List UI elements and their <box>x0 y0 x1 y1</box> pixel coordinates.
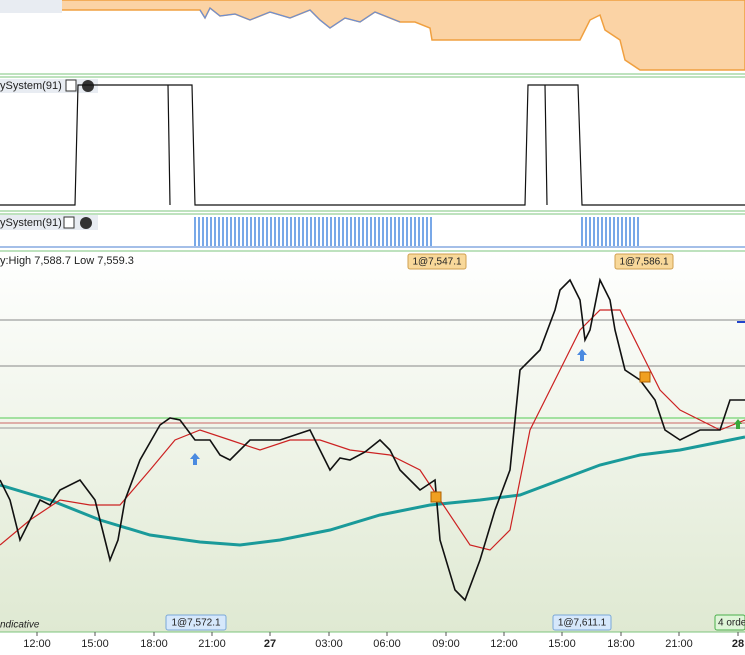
arrow[interactable] <box>734 419 742 429</box>
time-label: 18:00 <box>140 638 168 650</box>
time-label: 12:00 <box>490 638 518 650</box>
close-button[interactable] <box>82 80 94 92</box>
time-label: 18:00 <box>607 638 635 650</box>
order-label: 1@7,547.1 <box>412 257 462 268</box>
signal-line <box>0 84 745 206</box>
footer-note: ndicative <box>0 620 40 631</box>
time-label: 28 <box>732 638 744 650</box>
price-line <box>0 277 745 602</box>
time-label: 12:00 <box>23 638 51 650</box>
order-tag[interactable] <box>614 253 674 270</box>
order-marker[interactable] <box>639 371 651 383</box>
order-label: 1@7,586.1 <box>619 257 669 268</box>
order-tag[interactable] <box>552 614 612 631</box>
buy-arrow[interactable] <box>577 349 587 361</box>
time-label: 21:00 <box>665 638 693 650</box>
price-panel <box>0 252 745 632</box>
fast-average <box>0 309 745 551</box>
price-info: y:High 7,588.7 Low 7,559.3 <box>0 255 134 267</box>
order-label: 1@7,572.1 <box>171 618 221 629</box>
equity-line <box>199 7 401 29</box>
order-tag[interactable] <box>165 614 227 631</box>
orders-badge-label: 4 orde <box>718 618 745 629</box>
time-label: 06:00 <box>373 638 401 650</box>
panel-title: ySystem(91) <box>0 217 62 229</box>
orders-badge[interactable] <box>714 614 745 631</box>
panel-title: ySystem(91) <box>0 80 62 92</box>
time-label: 03:00 <box>315 638 343 650</box>
window-button[interactable] <box>65 79 77 92</box>
window-button[interactable] <box>63 216 75 229</box>
time-label: 21:00 <box>198 638 226 650</box>
time-label: 15:00 <box>81 638 109 650</box>
order-label: 1@7,611.1 <box>558 618 607 629</box>
time-label: 15:00 <box>548 638 576 650</box>
panel-toolbar[interactable] <box>0 0 62 13</box>
slow-average <box>0 435 745 547</box>
order-marker[interactable] <box>430 491 442 503</box>
buy-arrow[interactable] <box>190 453 200 465</box>
close-button[interactable] <box>80 217 92 229</box>
time-label: 09:00 <box>432 638 460 650</box>
order-tag[interactable] <box>407 253 467 270</box>
time-label: 27 <box>264 638 276 650</box>
